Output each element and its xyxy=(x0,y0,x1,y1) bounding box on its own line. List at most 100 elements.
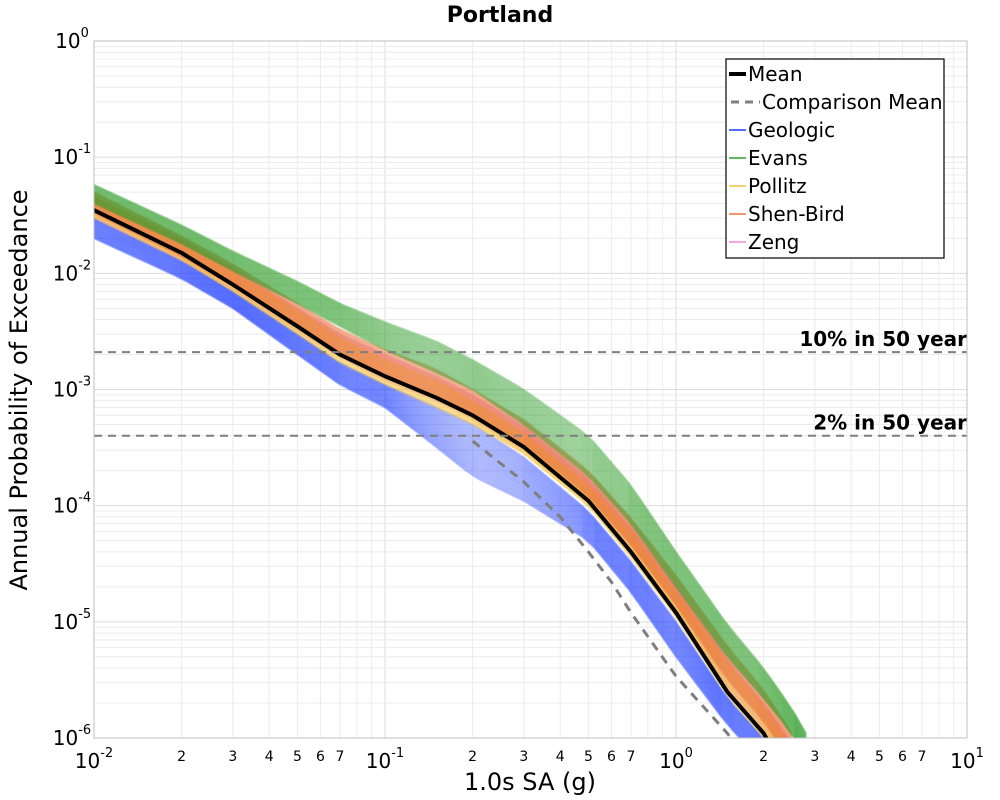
x-minor-tick-label: 6 xyxy=(316,749,325,765)
legend-label: Pollitz xyxy=(748,174,807,198)
reference-line-layer: 10% in 50 year 2% in 50 year xyxy=(94,327,967,437)
band-curve xyxy=(94,205,781,738)
band-curve xyxy=(94,202,784,738)
band-curve xyxy=(94,231,748,738)
y-tick-label: 10-4 xyxy=(53,491,91,518)
band-curve xyxy=(94,191,803,738)
band-curve xyxy=(94,219,763,738)
x-minor-tick-label: 7 xyxy=(626,749,635,765)
band-curve xyxy=(94,202,781,738)
band-curve xyxy=(94,203,785,738)
grid-layer xyxy=(93,41,967,739)
band-curve xyxy=(94,206,782,738)
band-curve xyxy=(94,195,801,738)
band-curve xyxy=(94,202,786,738)
y-tick-label: 10-3 xyxy=(53,375,91,402)
band-curve xyxy=(94,185,807,737)
band-curve xyxy=(94,198,788,738)
x-minor-tick-label: 6 xyxy=(898,749,907,765)
band-curve xyxy=(94,228,753,738)
band-curve xyxy=(94,200,788,738)
band-curve xyxy=(94,200,783,738)
y-tick-label: 10-2 xyxy=(53,258,91,285)
band-curve xyxy=(94,193,802,738)
x-minor-tick-label: 2 xyxy=(177,749,186,765)
band-curve xyxy=(94,190,804,738)
band-curve xyxy=(94,189,805,738)
band-curve xyxy=(94,199,798,738)
x-minor-tick-label: 6 xyxy=(607,749,616,765)
x-minor-tick-label: 4 xyxy=(847,749,856,765)
band-curve xyxy=(94,235,744,738)
reference-line-label-0: 10% in 50 year xyxy=(799,327,967,351)
band-curve xyxy=(94,191,793,734)
legend-label: Evans xyxy=(748,146,808,170)
band-curve xyxy=(94,218,763,738)
x-minor-tick-label: 3 xyxy=(228,749,237,765)
band-geologic xyxy=(94,217,765,738)
band-curve xyxy=(94,187,807,738)
band-curve xyxy=(94,201,787,738)
plot-frame xyxy=(93,40,968,739)
band-curve xyxy=(94,201,796,738)
band-curve xyxy=(94,197,786,738)
band-curve xyxy=(94,184,807,735)
band-curve xyxy=(94,198,798,738)
band-curve xyxy=(94,198,785,738)
legend-entry-evans: Evans xyxy=(729,146,808,170)
legend-label: Geologic xyxy=(748,118,835,142)
legend-entry-comparison-mean: Comparison Mean xyxy=(731,90,943,114)
band-curve xyxy=(94,220,761,738)
legend-label: Shen-Bird xyxy=(748,202,845,226)
legend-entry-pollitz: Pollitz xyxy=(729,174,807,198)
band-curve xyxy=(94,201,797,738)
band-curve xyxy=(94,201,785,738)
x-tick-label: 100 xyxy=(659,746,693,773)
x-minor-tick-label: 3 xyxy=(810,749,819,765)
legend-label: Mean xyxy=(748,62,803,86)
x-minor-tick-label: 4 xyxy=(265,749,274,765)
legend-box xyxy=(725,58,945,259)
y-tick-label: 10-1 xyxy=(53,142,91,169)
legend-entry-zeng: Zeng xyxy=(729,230,799,254)
legend: Mean Comparison Mean Geologic Evans Pollitz S… xyxy=(725,58,945,259)
band-curve xyxy=(94,197,790,738)
chart-title: Portland xyxy=(447,3,553,28)
band-curve xyxy=(94,203,783,738)
x-minor-tick-label: 3 xyxy=(519,749,528,765)
band-curve xyxy=(94,230,750,738)
band-curve xyxy=(94,229,751,738)
band-curve xyxy=(94,233,746,738)
x-tick-label: 10-2 xyxy=(75,746,113,773)
band-curve xyxy=(94,183,807,734)
band-curve xyxy=(94,200,787,738)
x-minor-tick-label: 2 xyxy=(468,749,477,765)
x-tick-label: 10-1 xyxy=(366,746,404,773)
band-curve xyxy=(94,195,793,738)
band-curve xyxy=(94,205,781,738)
band-curve xyxy=(94,203,780,738)
band-curve xyxy=(94,231,749,738)
band-curve xyxy=(94,206,777,738)
band-curve xyxy=(94,201,782,738)
x-minor-tick-label: 2 xyxy=(759,749,768,765)
legend-entry-mean: Mean xyxy=(729,62,803,86)
band-curve xyxy=(94,223,758,738)
x-minor-tick-label: 5 xyxy=(584,749,593,765)
band-curve xyxy=(94,228,752,738)
legend-entry-shen-bird: Shen-Bird xyxy=(729,202,845,226)
band-curve xyxy=(94,196,800,738)
band-curve xyxy=(94,199,789,738)
band-curve xyxy=(94,202,796,738)
band-curve xyxy=(94,193,793,738)
line-layer xyxy=(94,208,769,738)
band-curve xyxy=(94,208,779,738)
band-curve xyxy=(94,198,790,738)
band-curve xyxy=(94,196,790,738)
band-curve xyxy=(94,192,803,738)
x-minor-tick-label: 5 xyxy=(875,749,884,765)
band-curve xyxy=(94,194,801,738)
